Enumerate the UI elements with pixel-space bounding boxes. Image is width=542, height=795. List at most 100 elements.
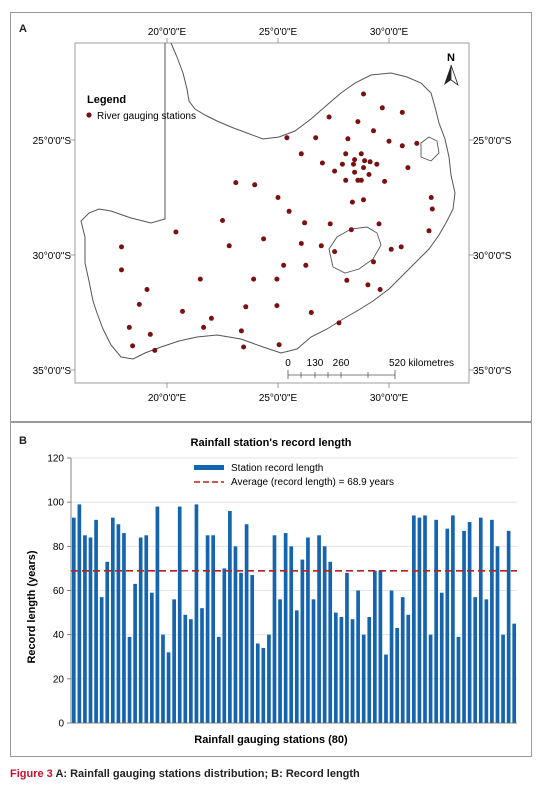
bar-station-65 xyxy=(428,634,433,723)
bar-station-16 xyxy=(155,506,160,723)
gauging-station-50 xyxy=(332,249,338,255)
gauging-station-37 xyxy=(349,199,355,205)
bar-station-35 xyxy=(261,647,266,723)
chart-panel: B Rainfall station's record length 0 20 40… xyxy=(10,422,532,757)
north-arrow-icon-right xyxy=(450,64,459,87)
gauging-station-80 xyxy=(152,347,158,353)
bar-station-40 xyxy=(289,546,294,723)
map-figure: 20°0'0"E 25°0'0"E 30°0'0"E 20°0'0"E 25°0… xyxy=(33,27,512,404)
bar-station-74 xyxy=(478,517,483,724)
bar-station-78 xyxy=(501,634,505,723)
gauging-station-59 xyxy=(197,276,203,282)
bar-station-11 xyxy=(127,636,132,724)
figure-caption-text: A: Rainfall gauging stations distributio… xyxy=(52,768,360,780)
gauging-station-77 xyxy=(276,342,282,348)
lon-label-20-bottom: 20°0'0"E xyxy=(148,393,187,404)
bar-station-2 xyxy=(77,504,82,724)
gauging-station-9 xyxy=(345,136,351,142)
bar-station-66 xyxy=(434,519,438,723)
gauging-station-15 xyxy=(358,151,364,157)
gauging-station-40 xyxy=(220,218,225,223)
y-tick-label-20: 20 xyxy=(53,674,65,685)
bar-station-31 xyxy=(239,572,243,723)
south-africa-outline xyxy=(80,42,456,360)
bar-station-62 xyxy=(412,515,416,723)
gauging-station-73 xyxy=(336,320,342,326)
gauging-station-53 xyxy=(119,244,124,250)
bar-station-33 xyxy=(250,575,255,723)
bar-station-80 xyxy=(512,623,517,724)
lat-label-35-right: 35°0'0"S xyxy=(473,366,512,377)
bar-station-3 xyxy=(83,535,87,723)
bar-station-15 xyxy=(150,592,154,723)
gauging-station-36 xyxy=(429,206,435,212)
gauging-station-67 xyxy=(243,304,249,310)
graticule-ticks xyxy=(70,38,474,388)
bar-station-9 xyxy=(116,524,121,723)
bar-station-57 xyxy=(384,654,388,723)
bar-station-29 xyxy=(228,511,232,723)
lat-label-35: 35°0'0"S xyxy=(33,366,72,377)
bar-station-6 xyxy=(99,597,104,724)
lon-label-20: 20°0'0"E xyxy=(148,27,187,38)
gauging-station-8 xyxy=(313,135,319,141)
bar-station-77 xyxy=(495,546,500,723)
bar-chart: Rainfall station's record length 0 20 40 60… xyxy=(26,437,517,746)
bar-station-14 xyxy=(144,535,149,723)
gauging-station-72 xyxy=(126,324,132,330)
gauging-station-79 xyxy=(241,344,247,350)
bar-station-72 xyxy=(467,522,472,723)
bar-station-36 xyxy=(267,634,271,723)
map-panel: A 20°0'0"E 25°0'0"E 30°0'0"E 20°0'0"E 25… xyxy=(10,12,532,422)
gauging-station-78 xyxy=(130,343,136,349)
north-label: N xyxy=(447,52,455,64)
bar-station-47 xyxy=(328,561,333,723)
lon-label-30-bottom: 30°0'0"E xyxy=(370,393,409,404)
bar-station-32 xyxy=(244,524,249,723)
y-tick-label-60: 60 xyxy=(53,586,65,597)
x-axis-label: Rainfall gauging stations (80) xyxy=(194,734,348,746)
gauging-station-44 xyxy=(348,227,354,233)
lesotho-outline xyxy=(328,226,382,274)
figure-label: Figure 3 xyxy=(10,768,53,780)
gauging-station-14 xyxy=(343,151,349,157)
scale-tick-0: 0 xyxy=(285,358,291,369)
gauging-station-70 xyxy=(208,315,214,321)
legend-title: Legend xyxy=(87,94,126,106)
gauging-station-57 xyxy=(303,262,309,268)
bar-station-63 xyxy=(417,517,422,724)
lat-label-25-right: 25°0'0"S xyxy=(473,136,512,147)
bar-station-7 xyxy=(105,561,110,723)
gauging-station-30 xyxy=(343,177,349,183)
lat-label-30: 30°0'0"S xyxy=(33,251,72,262)
gauging-station-60 xyxy=(251,276,257,282)
gauging-station-17 xyxy=(367,159,373,165)
grid-layer xyxy=(71,457,517,724)
gauging-station-24 xyxy=(332,168,338,174)
bar-station-45 xyxy=(317,535,321,723)
bar-station-39 xyxy=(283,533,288,723)
bars-layer xyxy=(71,504,517,724)
gauging-station-65 xyxy=(377,287,383,292)
bar-station-64 xyxy=(423,515,427,723)
bar-station-4 xyxy=(88,537,93,723)
scale-tick-130: 130 xyxy=(307,358,324,369)
map-frame xyxy=(74,42,470,384)
y-tick-label-120: 120 xyxy=(47,454,64,465)
gauging-station-62 xyxy=(344,277,350,283)
bar-station-56 xyxy=(378,570,383,724)
bar-station-25 xyxy=(205,535,210,723)
bar-station-71 xyxy=(462,530,466,724)
gauging-station-75 xyxy=(238,328,244,334)
gauging-station-35 xyxy=(428,195,434,200)
gauging-station-74 xyxy=(201,324,207,330)
panel-b-letter: B xyxy=(19,435,27,447)
gauging-station-47 xyxy=(298,241,304,246)
y-tick-label-80: 80 xyxy=(53,542,65,553)
bar-station-10 xyxy=(122,533,126,723)
bar-station-60 xyxy=(400,597,405,724)
bar-station-27 xyxy=(216,636,221,724)
lat-label-25: 25°0'0"S xyxy=(33,136,72,147)
legend-item-label: River gauging stations xyxy=(97,111,196,122)
north-arrow-icon xyxy=(444,65,451,85)
